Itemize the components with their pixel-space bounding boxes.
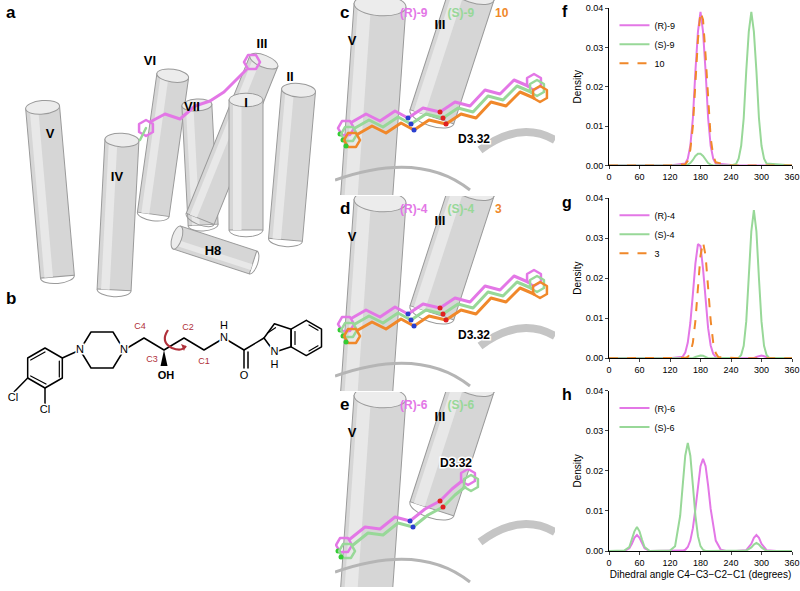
svg-text:C2: C2 (182, 322, 194, 332)
svg-text:60: 60 (634, 365, 644, 375)
svg-text:V: V (348, 33, 357, 48)
svg-text:d: d (340, 199, 350, 218)
svg-text:0.03: 0.03 (586, 426, 604, 436)
svg-text:Cl: Cl (40, 403, 50, 415)
svg-text:N: N (270, 345, 278, 357)
svg-text:C4: C4 (134, 321, 146, 331)
svg-text:0.01: 0.01 (586, 506, 604, 516)
svg-text:0.00: 0.00 (586, 546, 604, 556)
svg-text:(S)-9: (S)-9 (448, 6, 475, 20)
svg-text:0.04: 0.04 (586, 386, 604, 396)
svg-text:3: 3 (495, 202, 502, 216)
svg-text:0.04: 0.04 (586, 193, 604, 203)
svg-text:180: 180 (693, 558, 708, 568)
svg-text:III: III (435, 17, 446, 32)
svg-text:D3.32: D3.32 (440, 456, 472, 470)
svg-text:180: 180 (693, 365, 708, 375)
svg-text:3: 3 (654, 249, 659, 259)
svg-text:e: e (340, 395, 349, 414)
svg-text:0.02: 0.02 (586, 466, 604, 476)
svg-text:OH: OH (158, 369, 175, 381)
svg-text:III: III (435, 213, 446, 228)
svg-text:(S)-6: (S)-6 (654, 423, 674, 433)
svg-text:360: 360 (784, 172, 799, 182)
svg-text:N: N (220, 331, 228, 343)
svg-text:(R)-6: (R)-6 (400, 398, 428, 412)
svg-text:V: V (348, 425, 357, 440)
svg-text:N: N (76, 343, 84, 355)
svg-text:III: III (257, 36, 268, 51)
svg-text:(S)-4: (S)-4 (448, 202, 475, 216)
svg-text:V: V (46, 126, 55, 141)
svg-text:0.00: 0.00 (586, 353, 604, 363)
svg-text:0.03: 0.03 (586, 43, 604, 53)
svg-text:VII: VII (184, 99, 200, 114)
svg-text:D3.32: D3.32 (458, 132, 490, 146)
svg-text:Cl: Cl (8, 391, 18, 403)
svg-text:0.02: 0.02 (586, 273, 604, 283)
svg-text:Density: Density (572, 454, 583, 487)
svg-text:N: N (120, 343, 128, 355)
svg-text:60: 60 (634, 172, 644, 182)
svg-text:H: H (220, 319, 228, 331)
svg-text:O: O (240, 369, 249, 381)
svg-text:180: 180 (693, 172, 708, 182)
svg-text:h: h (562, 386, 572, 403)
svg-text:(R)-9: (R)-9 (400, 6, 428, 20)
svg-text:360: 360 (784, 365, 799, 375)
svg-text:(S)-6: (S)-6 (448, 398, 475, 412)
svg-text:(R)-9: (R)-9 (654, 21, 675, 31)
svg-text:D3.32: D3.32 (458, 328, 490, 342)
svg-text:III: III (435, 409, 446, 424)
svg-text:II: II (286, 69, 293, 84)
svg-text:0: 0 (606, 365, 611, 375)
svg-text:240: 240 (723, 558, 738, 568)
svg-text:120: 120 (662, 172, 677, 182)
svg-text:IV: IV (111, 169, 124, 184)
svg-text:C1: C1 (198, 356, 210, 366)
svg-text:10: 10 (654, 59, 664, 69)
svg-text:120: 120 (662, 365, 677, 375)
svg-text:0: 0 (606, 558, 611, 568)
svg-text:(R)-6: (R)-6 (654, 404, 675, 414)
svg-text:a: a (6, 3, 16, 22)
svg-text:Density: Density (572, 70, 583, 103)
svg-text:c: c (340, 3, 349, 22)
svg-text:(R)-4: (R)-4 (400, 202, 428, 216)
svg-text:300: 300 (754, 172, 769, 182)
svg-text:(S)-4: (S)-4 (654, 230, 674, 240)
svg-text:V: V (348, 229, 357, 244)
svg-text:(R)-4: (R)-4 (654, 211, 675, 221)
svg-text:0.03: 0.03 (586, 233, 604, 243)
svg-text:0.01: 0.01 (586, 121, 604, 131)
svg-text:b: b (6, 289, 16, 308)
svg-text:(S)-9: (S)-9 (654, 40, 674, 50)
svg-text:300: 300 (754, 558, 769, 568)
svg-text:H8: H8 (205, 243, 222, 258)
svg-text:C3: C3 (146, 354, 158, 364)
svg-text:240: 240 (723, 365, 738, 375)
svg-text:60: 60 (634, 558, 644, 568)
svg-text:f: f (562, 3, 568, 20)
svg-text:H: H (270, 358, 278, 370)
svg-text:Density: Density (572, 261, 583, 294)
svg-text:g: g (562, 194, 572, 211)
svg-text:Dihedral angle C4−C3−C2−C1 (de: Dihedral angle C4−C3−C2−C1 (degrees) (610, 569, 792, 580)
svg-text:I: I (244, 95, 248, 110)
svg-text:10: 10 (495, 6, 509, 20)
svg-text:360: 360 (784, 558, 799, 568)
svg-text:0: 0 (606, 172, 611, 182)
svg-text:VI: VI (144, 53, 156, 68)
svg-text:0.04: 0.04 (586, 3, 604, 13)
svg-text:240: 240 (723, 172, 738, 182)
svg-text:0.01: 0.01 (586, 313, 604, 323)
svg-text:300: 300 (754, 365, 769, 375)
svg-text:120: 120 (662, 558, 677, 568)
svg-text:0.00: 0.00 (586, 161, 604, 171)
svg-text:0.02: 0.02 (586, 82, 604, 92)
